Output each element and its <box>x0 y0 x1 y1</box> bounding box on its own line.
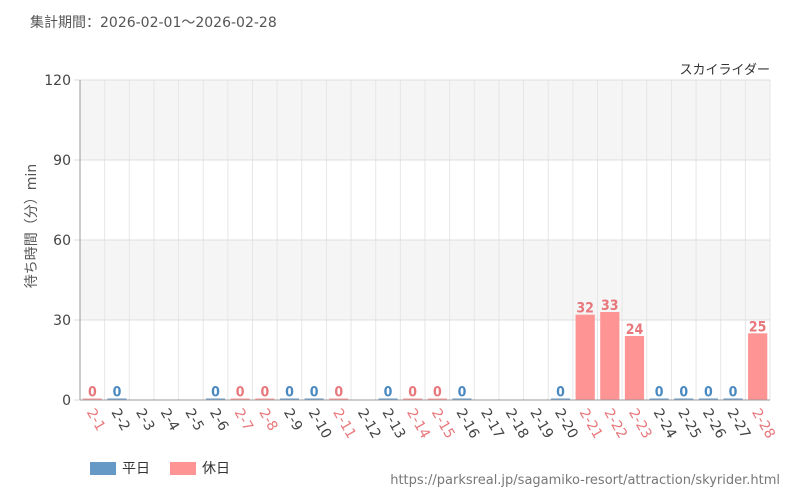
x-tick-label: 2-26 <box>699 406 729 442</box>
data-label-2-7: 0 <box>236 385 245 401</box>
x-tick-label: 2-23 <box>625 406 655 442</box>
bar-holiday-2-21 <box>575 314 595 400</box>
data-label-2-23: 24 <box>626 322 644 338</box>
x-tick-label: 2-4 <box>157 406 182 434</box>
bar-holiday-2-23 <box>624 336 645 400</box>
x-tick-label: 2-1 <box>83 406 108 434</box>
chart-title: スカイライダー <box>680 63 770 78</box>
data-label-2-6: 0 <box>211 385 220 401</box>
data-label-2-22: 33 <box>601 298 619 314</box>
bar-holiday-2-15 <box>427 398 447 400</box>
x-tick-label: 2-16 <box>453 406 483 442</box>
data-label-2-13: 0 <box>384 385 393 401</box>
y-tick-label: 60 <box>53 233 71 249</box>
data-label-2-11: 0 <box>334 385 343 401</box>
x-tick-label: 2-10 <box>305 406 335 442</box>
x-tick-label: 2-22 <box>600 406 630 442</box>
data-label-2-8: 0 <box>260 385 269 401</box>
x-tick-label: 2-21 <box>576 406 606 442</box>
data-label-2-27: 0 <box>729 385 738 401</box>
bar-weekday-2-13 <box>378 398 398 400</box>
data-label-2-14: 0 <box>408 385 417 401</box>
x-tick-label: 2-20 <box>551 406 581 442</box>
x-tick-label: 2-19 <box>526 406 556 442</box>
x-tick-label: 2-9 <box>280 406 305 434</box>
x-tick-label: 2-5 <box>181 406 206 434</box>
data-label-2-24: 0 <box>655 385 664 401</box>
legend: 平日 休日 <box>90 458 230 478</box>
legend-swatch-weekday <box>90 461 116 475</box>
bar-weekday-2-24 <box>649 398 669 400</box>
data-label-2-20: 0 <box>556 385 565 401</box>
legend-swatch-holiday <box>170 461 196 475</box>
x-tick-label: 2-8 <box>255 406 280 434</box>
bar-holiday-2-11 <box>329 398 349 400</box>
x-tick-label: 2-28 <box>748 406 778 442</box>
data-label-2-1: 0 <box>88 385 97 401</box>
data-label-2-26: 0 <box>704 385 713 401</box>
bar-holiday-2-22 <box>600 312 620 400</box>
x-tick-label: 2-17 <box>477 406 507 442</box>
data-label-2-2: 0 <box>113 385 122 401</box>
y-axis-label: 待ち時間（分）min <box>24 164 40 288</box>
bar-weekday-2-25 <box>674 398 694 400</box>
legend-item-weekday: 平日 <box>90 458 150 478</box>
y-tick-label: 90 <box>53 153 71 169</box>
bar-holiday-2-7 <box>230 398 250 400</box>
bar-holiday-2-14 <box>403 398 423 400</box>
bar-weekday-2-26 <box>698 398 719 400</box>
data-label-2-16: 0 <box>458 385 467 401</box>
x-tick-label: 2-6 <box>206 406 231 434</box>
x-tick-label: 2-27 <box>724 406 754 442</box>
x-tick-label: 2-7 <box>231 406 256 434</box>
x-tick-label: 2-2 <box>108 406 133 434</box>
x-tick-label: 2-11 <box>329 406 359 442</box>
data-label-2-28: 25 <box>749 319 767 335</box>
x-tick-label: 2-18 <box>502 406 532 442</box>
x-tick-label: 2-25 <box>674 406 704 442</box>
bar-weekday-2-2 <box>107 398 127 400</box>
x-tick-label: 2-13 <box>379 406 409 442</box>
data-label-2-15: 0 <box>433 385 442 401</box>
legend-label-holiday: 休日 <box>202 461 230 477</box>
collection-period: 集計期間：2026-02-01～2026-02-28 <box>30 15 277 31</box>
bar-weekday-2-16 <box>452 398 472 400</box>
bar-holiday-2-8 <box>255 398 275 400</box>
y-tick-label: 120 <box>44 73 71 89</box>
bar-weekday-2-9 <box>279 398 300 400</box>
y-tick-label: 0 <box>62 393 71 409</box>
bar-weekday-2-27 <box>723 398 743 400</box>
x-tick-label: 2-14 <box>403 406 433 442</box>
data-label-2-9: 0 <box>285 385 294 401</box>
x-tick-label: 2-15 <box>428 406 458 442</box>
bar-holiday-2-28 <box>748 333 768 400</box>
bar-weekday-2-6 <box>205 398 226 400</box>
legend-label-weekday: 平日 <box>122 461 150 477</box>
bar-weekday-2-20 <box>550 398 571 400</box>
data-label-2-10: 0 <box>310 385 319 401</box>
bar-weekday-2-10 <box>304 398 324 400</box>
x-tick-label: 2-12 <box>354 406 384 442</box>
data-label-2-25: 0 <box>679 385 688 401</box>
x-tick-label: 2-3 <box>132 406 157 434</box>
y-tick-label: 30 <box>53 313 71 329</box>
data-label-2-21: 32 <box>576 301 594 317</box>
x-tick-label: 2-24 <box>650 406 680 442</box>
legend-item-holiday: 休日 <box>170 458 230 478</box>
grid-lines <box>74 79 771 401</box>
bar-holiday-2-1 <box>82 398 102 400</box>
source-url: https://parksreal.jp/sagamiko-resort/att… <box>390 473 780 488</box>
